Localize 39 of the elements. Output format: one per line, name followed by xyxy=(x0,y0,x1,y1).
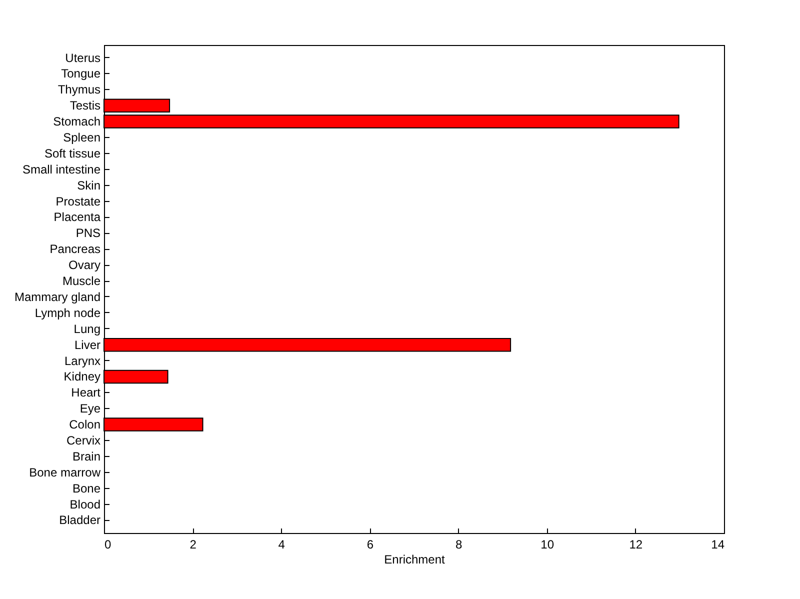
x-tick-label: 4 xyxy=(278,538,286,552)
y-tick-label: Kidney xyxy=(64,370,100,384)
y-tick-label: Small intestine xyxy=(22,162,101,176)
x-tick-label: 8 xyxy=(455,538,462,552)
y-tick-label: Soft tissue xyxy=(44,146,101,160)
y-tick-label: Ovary xyxy=(68,258,100,272)
x-tick-label: 12 xyxy=(629,538,643,552)
y-tick-label: Placenta xyxy=(54,210,101,224)
y-tick-label: Tongue xyxy=(61,66,101,81)
y-tick-label: Spleen xyxy=(63,130,100,144)
y-tick-label: Bone xyxy=(72,481,101,496)
y-tick-label: Blood xyxy=(70,497,100,512)
y-tick-label: Larynx xyxy=(64,354,100,368)
x-tick-label: 6 xyxy=(366,538,374,552)
y-tick-label: Prostate xyxy=(56,194,101,208)
y-tick-label: Cervix xyxy=(66,434,100,448)
y-tick-label: Muscle xyxy=(62,274,101,288)
y-tick-label: Pancreas xyxy=(50,242,100,256)
y-tick-label: Testis xyxy=(70,98,100,113)
x-axis-title: Enrichment xyxy=(384,552,446,566)
x-tick-label: 14 xyxy=(711,538,725,552)
y-tick-label: Uterus xyxy=(65,50,100,65)
y-tick-label: Brain xyxy=(72,449,100,464)
y-tick-label: Colon xyxy=(69,418,100,432)
y-tick-label: Mammary gland xyxy=(14,290,100,304)
y-tick-label: Liver xyxy=(74,338,100,352)
y-tick-label: Bladder xyxy=(59,513,100,528)
y-tick-label: Lymph node xyxy=(34,306,101,320)
y-tick-label: Lung xyxy=(74,322,100,336)
y-tick-label: Stomach xyxy=(53,114,100,129)
y-tick-label: PNS xyxy=(76,226,100,240)
y-tick-label: Eye xyxy=(80,402,101,416)
x-tick-label: 2 xyxy=(190,538,197,552)
y-tick-label: Skin xyxy=(77,178,100,192)
y-tick-label: Thymus xyxy=(58,82,100,97)
y-tick-label: Heart xyxy=(71,386,102,400)
x-tick-label: 0 xyxy=(104,538,112,552)
x-tick-label: 10 xyxy=(540,538,554,552)
y-tick-label: Bone marrow xyxy=(29,465,101,480)
